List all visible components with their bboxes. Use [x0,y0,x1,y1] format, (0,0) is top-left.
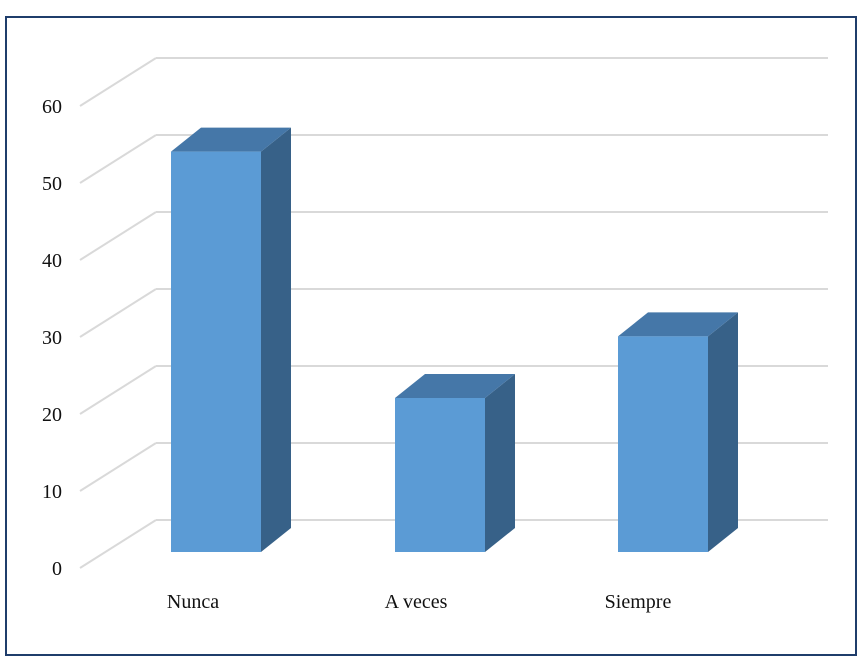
bar-top [618,312,738,337]
bar-a-veces [395,374,515,552]
y-tick-label: 20 [42,404,62,426]
bar-chart: 0 10 20 30 40 50 60 Nunca A veces Siempre [42,57,828,613]
x-category-label: A veces [385,591,448,613]
bar-side [485,374,515,552]
gridline-depth [79,288,157,338]
bar-front [395,398,485,552]
bar-side [708,312,738,552]
bar-siempre [618,312,738,552]
gridline-depth [79,442,157,492]
y-tick-label: 60 [42,96,62,118]
x-axis: Nunca A veces Siempre [167,591,672,613]
gridline-depth [79,134,157,184]
bar-front [171,151,261,552]
bar-side [261,127,291,552]
bar-top [171,127,291,152]
gridline-depth [79,57,157,107]
y-tick-label: 50 [42,173,62,195]
gridline-depth [79,211,157,261]
x-category-label: Nunca [167,591,219,613]
bars [171,127,738,552]
y-tick-label: 10 [42,481,62,503]
x-category-label: Siempre [605,591,672,613]
bar-front [618,336,708,552]
y-tick-label: 40 [42,250,62,272]
y-axis: 0 10 20 30 40 50 60 [42,96,62,580]
y-tick-label: 0 [52,558,62,580]
bar-top [395,374,515,398]
y-tick-label: 30 [42,327,62,349]
bar-nunca [171,127,291,552]
gridline-depth [79,519,157,569]
gridline-depth [79,365,157,415]
